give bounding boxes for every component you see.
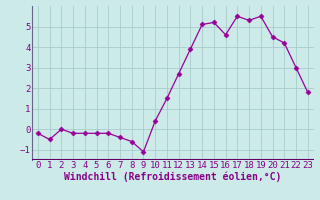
X-axis label: Windchill (Refroidissement éolien,°C): Windchill (Refroidissement éolien,°C) (64, 172, 282, 182)
